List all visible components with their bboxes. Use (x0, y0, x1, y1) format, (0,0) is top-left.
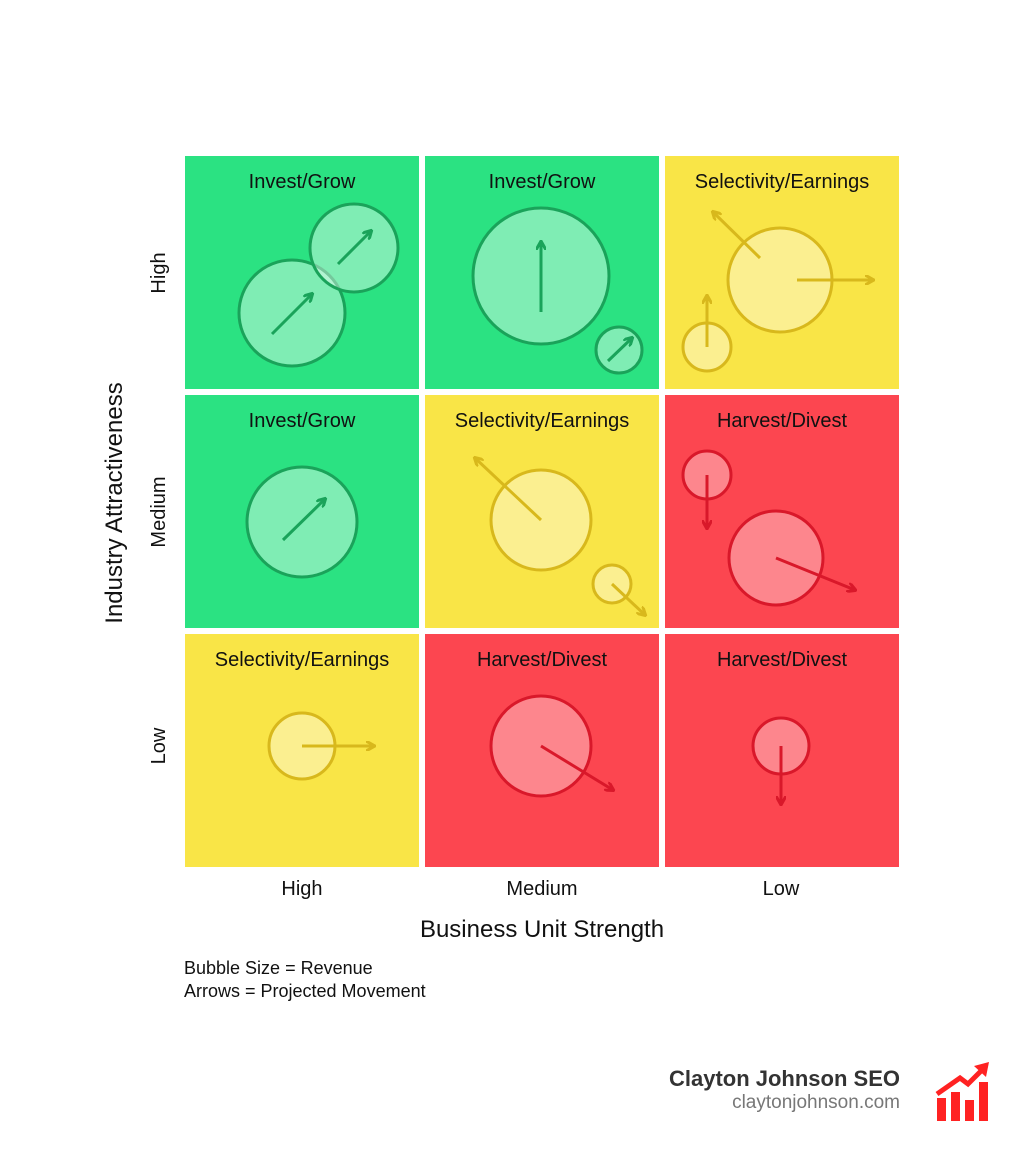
matrix-cell: Harvest/Divest (665, 395, 899, 628)
legend: Bubble Size = Revenue Arrows = Projected… (184, 957, 426, 1003)
legend-arrows: Arrows = Projected Movement (184, 981, 426, 1001)
cell-label: Harvest/Divest (717, 649, 847, 671)
x-label-high: High (281, 878, 322, 900)
cell-background (185, 395, 419, 628)
cell-label: Selectivity/Earnings (455, 410, 630, 432)
brand-logo-icon (935, 1062, 989, 1121)
x-label-low: Low (763, 878, 800, 900)
movement-arrow-icon (475, 458, 543, 522)
movement-arrow-icon (270, 294, 312, 336)
movement-arrow-icon (606, 338, 632, 363)
brand-name: Clayton Johnson SEO (668, 1066, 900, 1091)
cell-label: Selectivity/Earnings (695, 171, 870, 193)
brand-url: claytonjohnson.com (732, 1092, 900, 1113)
cell-label: Harvest/Divest (717, 410, 847, 432)
matrix-cell: Harvest/Divest (665, 634, 899, 867)
matrix-cell: Selectivity/Earnings (665, 156, 899, 389)
cell-label: Invest/Grow (249, 410, 356, 432)
movement-arrow-icon (713, 212, 762, 260)
y-label-low: Low (148, 727, 170, 764)
x-label-medium: Medium (506, 878, 577, 900)
matrix-cell: Invest/Grow (185, 156, 419, 389)
matrix-cell: Invest/Grow (425, 156, 659, 389)
cell-background (425, 395, 659, 628)
cell-label: Invest/Grow (249, 171, 356, 193)
legend-bubble-size: Bubble Size = Revenue (184, 958, 373, 978)
cell-background (665, 156, 899, 389)
matrix-cell: Harvest/Divest (425, 634, 659, 867)
matrix-cell: Selectivity/Earnings (425, 395, 659, 628)
movement-arrow-icon (610, 582, 645, 615)
x-axis-title: Business Unit Strength (420, 916, 664, 943)
cell-label: Invest/Grow (489, 171, 596, 193)
movement-arrow-icon (336, 231, 371, 266)
y-label-high: High (148, 252, 170, 293)
y-axis-title: Industry Attractiveness (101, 382, 128, 623)
movement-arrow-icon (775, 556, 855, 590)
branding: Clayton Johnson SEO claytonjohnson.com (669, 1066, 900, 1114)
cell-background (425, 634, 659, 867)
movement-arrow-icon (281, 499, 325, 542)
cell-background (185, 634, 419, 867)
y-label-medium: Medium (148, 476, 170, 547)
cell-background (185, 156, 419, 389)
movement-arrow-icon (540, 744, 613, 790)
matrix-cell: Selectivity/Earnings (185, 634, 419, 867)
matrix-cell: Invest/Grow (185, 395, 419, 628)
cell-label: Selectivity/Earnings (215, 649, 390, 671)
cell-label: Harvest/Divest (477, 649, 607, 671)
